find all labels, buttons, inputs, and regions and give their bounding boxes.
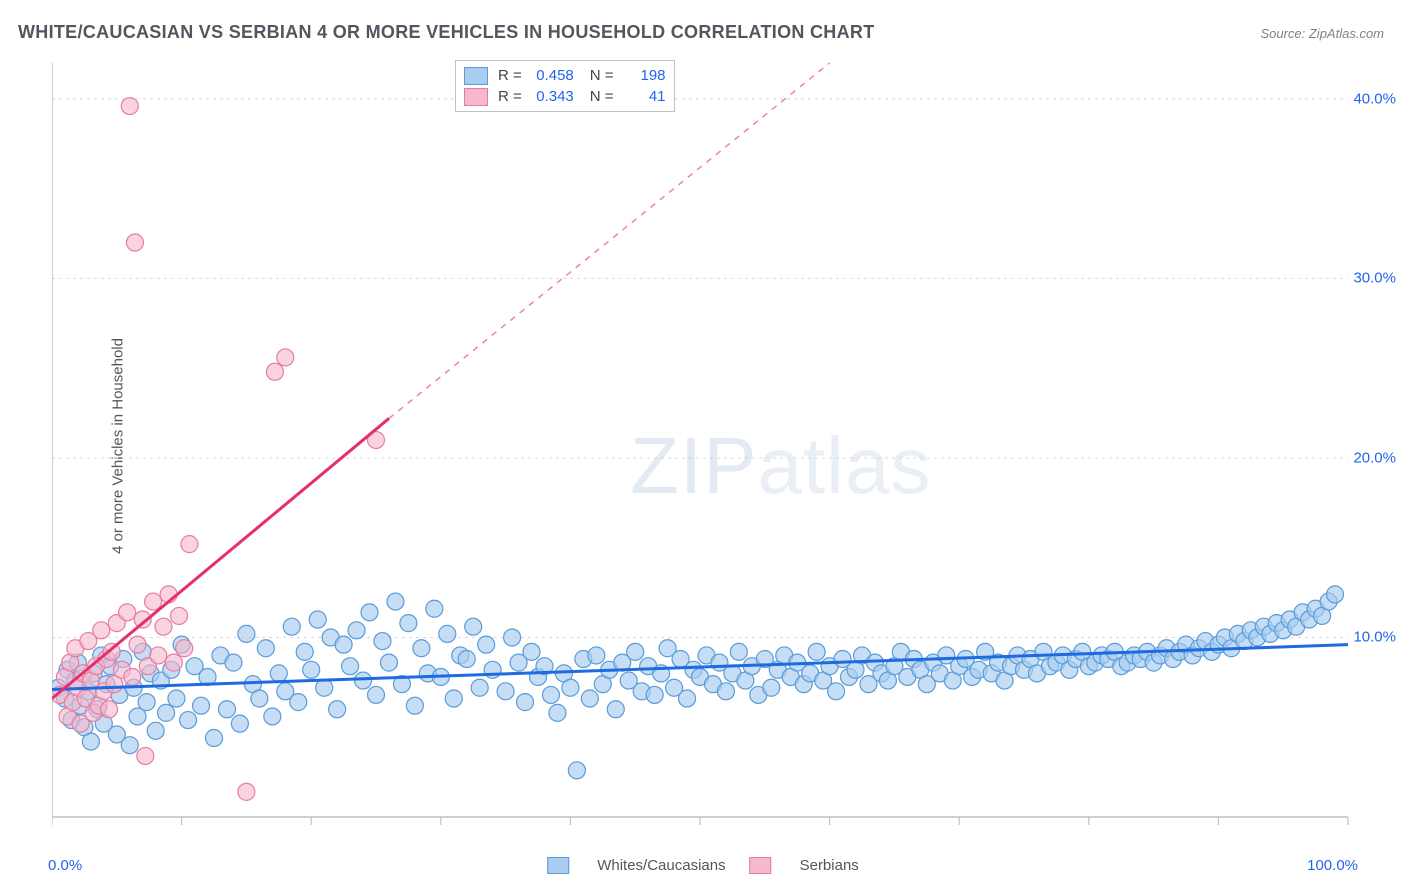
- legend-swatch-blue: [547, 857, 569, 874]
- legend-swatch-pink: [750, 857, 772, 874]
- n-value-blue: 198: [620, 65, 666, 86]
- legend-label-blue: Whites/Caucasians: [597, 857, 725, 874]
- r-label: R =: [498, 86, 522, 107]
- scatter-plot: [52, 55, 1352, 845]
- chart-container: WHITE/CAUCASIAN VS SERBIAN 4 OR MORE VEH…: [0, 0, 1406, 892]
- stats-legend-box: R = 0.458 N = 198 R = 0.343 N = 41: [455, 60, 675, 112]
- y-tick-label: 40.0%: [1353, 90, 1396, 107]
- legend-label-pink: Serbians: [800, 857, 859, 874]
- series-legend: Whites/Caucasians Serbians: [547, 857, 859, 874]
- y-tick-label: 20.0%: [1353, 449, 1396, 466]
- stats-row-blue: R = 0.458 N = 198: [464, 65, 666, 86]
- x-axis-min-label: 0.0%: [48, 857, 82, 874]
- y-tick-label: 10.0%: [1353, 629, 1396, 646]
- x-axis-max-label: 100.0%: [1307, 857, 1358, 874]
- r-label: R =: [498, 65, 522, 86]
- stats-row-pink: R = 0.343 N = 41: [464, 86, 666, 107]
- n-label: N =: [590, 65, 614, 86]
- n-value-pink: 41: [620, 86, 666, 107]
- r-value-pink: 0.343: [528, 86, 574, 107]
- source-label: Source: ZipAtlas.com: [1260, 26, 1384, 41]
- y-tick-label: 30.0%: [1353, 270, 1396, 287]
- n-label: N =: [590, 86, 614, 107]
- chart-title: WHITE/CAUCASIAN VS SERBIAN 4 OR MORE VEH…: [18, 22, 875, 43]
- swatch-pink: [464, 88, 488, 106]
- r-value-blue: 0.458: [528, 65, 574, 86]
- swatch-blue: [464, 67, 488, 85]
